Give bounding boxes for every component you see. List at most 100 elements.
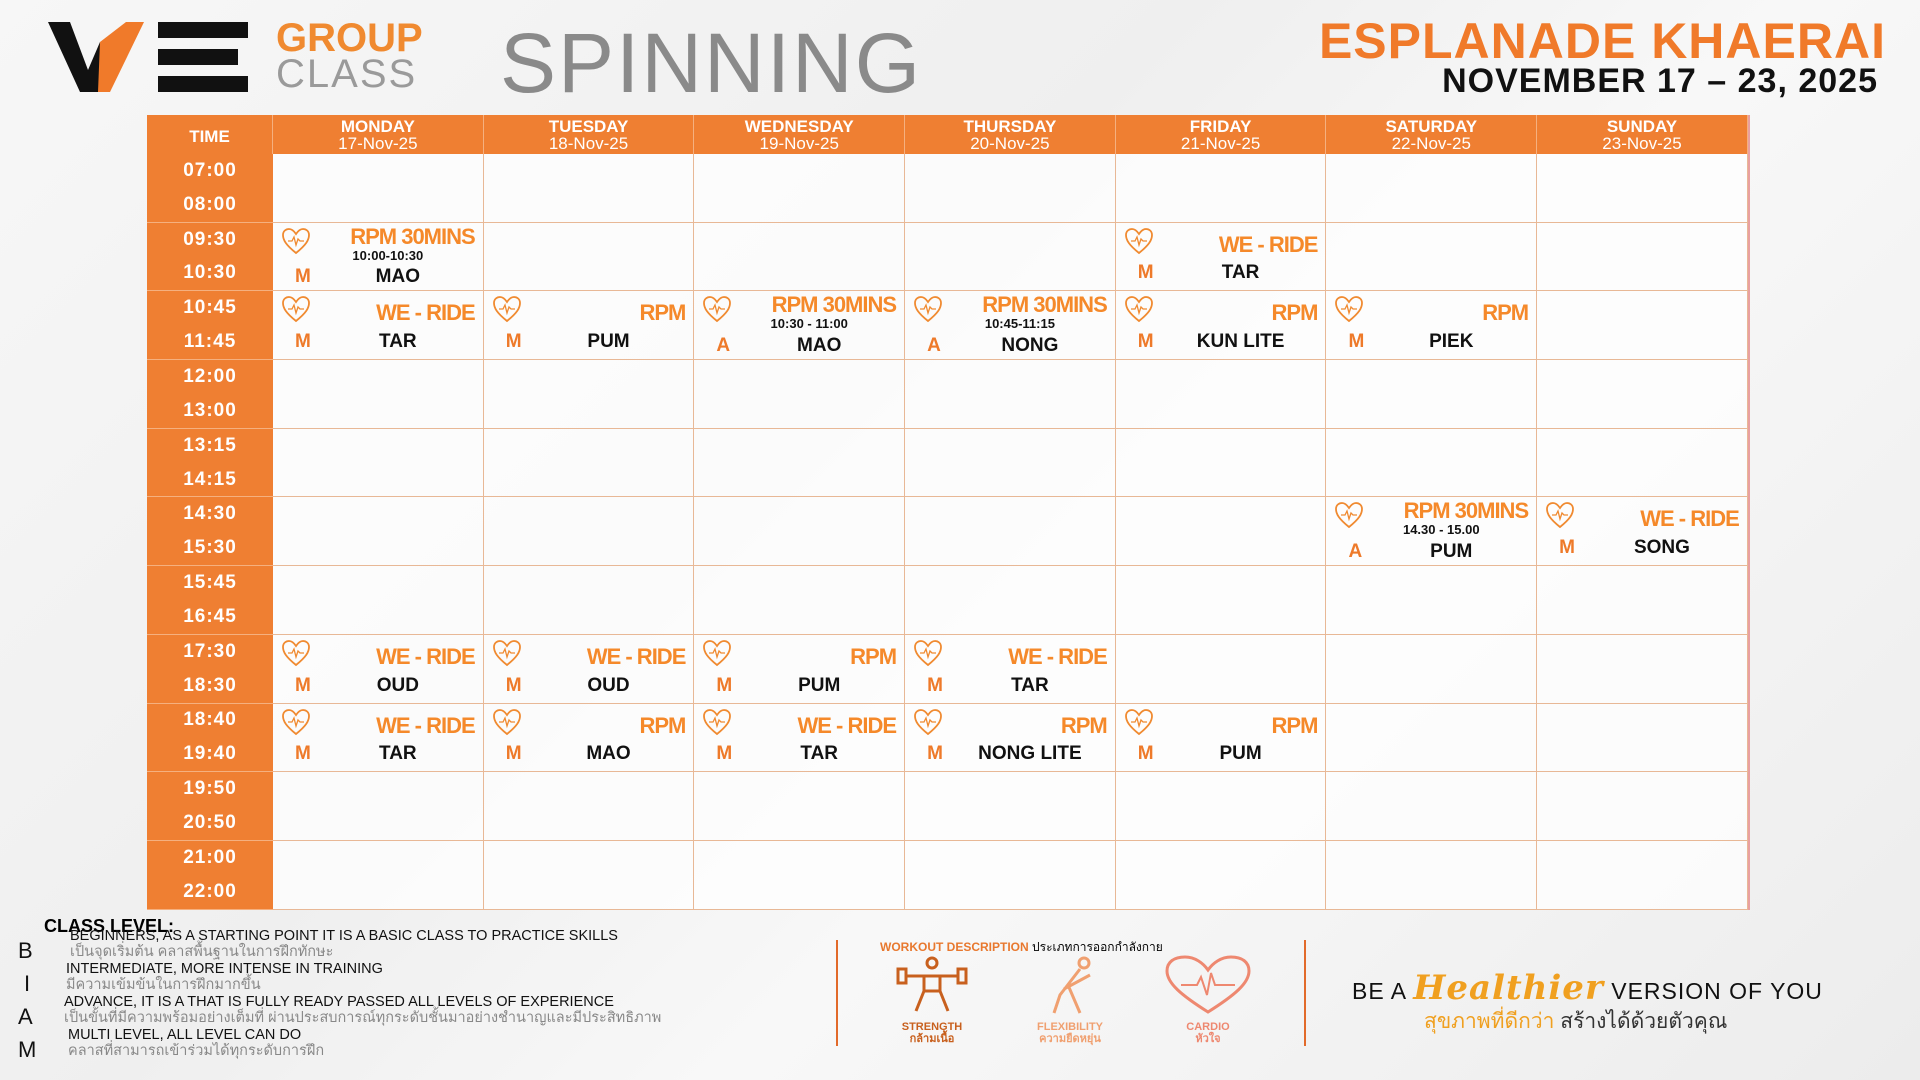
class-cell[interactable]: RPM M PUM (1115, 703, 1327, 773)
class-cell[interactable]: WE - RIDE M TAR (273, 703, 484, 773)
divider (1304, 940, 1306, 1046)
workout-type-strength: STRENGTH กล้ามเนื้อ (882, 955, 982, 1045)
class-name: WE - RIDE (797, 712, 898, 738)
class-level: M (1137, 262, 1154, 284)
trainer-name: TAR (1221, 262, 1260, 284)
class-cell[interactable]: RPM M PIEK (1326, 291, 1538, 361)
cardio-heart-icon (702, 708, 732, 736)
empty-cell (1537, 703, 1748, 773)
class-level: M (927, 743, 943, 765)
trainer-name: PUM (798, 674, 841, 696)
class-name: WE - RIDE (586, 643, 687, 669)
class-name: WE - RIDE (1218, 231, 1319, 257)
time-slot: 07:00 08:00 (147, 154, 273, 223)
class-level: M (295, 674, 311, 696)
class-name: RPM (639, 712, 686, 738)
time-slot: 21:00 22:00 (147, 840, 273, 910)
class-level: M (505, 331, 522, 353)
class-level: A (927, 335, 941, 357)
stretching-icon (1020, 955, 1120, 1015)
time-start: 19:50 (183, 778, 237, 800)
empty-cell (1326, 154, 1538, 223)
workout-type-cardio: CARDIO หัวใจ (1158, 955, 1258, 1045)
class-cell[interactable]: RPM M PUM (483, 291, 695, 361)
class-name: WE - RIDE (1008, 643, 1108, 669)
time-start: 17:30 (183, 640, 237, 662)
schedule-table: TIME MONDAY 17-Nov-25 TUESDAY 18-Nov-25 WEDNE… (147, 115, 1750, 910)
time-end: 11:45 (183, 331, 237, 353)
trainer-name: TAR (379, 743, 417, 765)
level-th: มีความเข้มข้นในการฝึกมากขึ้น (66, 977, 261, 993)
class-cell[interactable]: WE - RIDE M TAR (905, 634, 1116, 704)
day-date: 20-Nov-25 (970, 134, 1050, 153)
class-cell[interactable]: WE - RIDE M TAR (694, 703, 906, 773)
time-start: 07:00 (183, 159, 237, 181)
trainer-name: MAO (797, 335, 842, 357)
empty-cell (273, 497, 484, 567)
level-th: คลาสที่สามารถเข้าร่วมได้ทุกระดับการฝึก (68, 1043, 325, 1059)
heartbeat-icon (1158, 955, 1258, 1015)
class-cell[interactable]: RPM M MAO (483, 703, 695, 773)
empty-cell (694, 497, 906, 567)
day-header-tuesday: TUESDAY 18-Nov-25 (483, 115, 695, 154)
day-date: 23-Nov-25 (1602, 134, 1682, 153)
class-cell[interactable]: RPM 30MINS 10:45-11:15 A NONG (905, 291, 1116, 361)
empty-cell (1537, 360, 1748, 429)
empty-cell (1537, 154, 1748, 223)
day-header-wednesday: WEDNESDAY 19-Nov-25 (694, 115, 906, 154)
empty-cell (1326, 634, 1538, 704)
time-start: 13:15 (183, 434, 237, 456)
level-en: INTERMEDIATE, MORE INTENSE IN TRAINING (66, 961, 383, 977)
class-level: M (716, 674, 733, 696)
day-header-friday: FRIDAY 21-Nov-25 (1115, 115, 1327, 154)
day-name: SATURDAY (1385, 117, 1478, 136)
slogan-thai: สุขภาพที่ดีกว่า สร้างได้ด้วยตัวคุณ (1424, 1005, 1727, 1038)
class-cell[interactable]: WE - RIDE M OUD (273, 634, 484, 704)
workout-type-th: กล้ามเนื้อ (909, 1033, 955, 1045)
class-cell[interactable]: RPM M NONG LITE (905, 703, 1116, 773)
class-name: RPM (850, 643, 897, 669)
empty-cell (1326, 428, 1538, 498)
class-cell[interactable]: WE - RIDE M TAR (273, 291, 484, 361)
class-cell[interactable]: RPM 30MINS 14.30 - 15.00 A PUM (1326, 497, 1538, 567)
class-level: A (1348, 541, 1363, 563)
time-end: 15:30 (183, 537, 237, 559)
class-cell[interactable]: WE - RIDE M TAR (1115, 222, 1327, 292)
cardio-heart-icon (492, 295, 522, 323)
day-name: THURSDAY (963, 117, 1057, 136)
cardio-heart-icon (281, 295, 311, 323)
workout-description-title: WORKOUT DESCRIPTION ประเภทการออกกำลังกาย (880, 938, 1163, 957)
workout-type-th: ความยืดหยุ่น (1039, 1033, 1101, 1045)
trainer-name: KUN LITE (1196, 331, 1285, 353)
we-logo (48, 22, 248, 92)
class-cell[interactable]: RPM 30MINS 10:00-10:30 M MAO (273, 222, 484, 292)
class-cell[interactable]: WE - RIDE M SONG (1537, 497, 1748, 567)
time-slot: 15:45 16:45 (147, 566, 273, 635)
class-cell[interactable]: RPM M KUN LITE (1115, 291, 1327, 361)
cardio-heart-icon (913, 295, 943, 323)
trainer-name: PIEK (1429, 331, 1474, 353)
empty-cell (273, 360, 484, 429)
trainer-name: PUM (1430, 541, 1473, 563)
time-slot: 13:15 14:15 (147, 428, 273, 498)
empty-cell (483, 154, 695, 223)
class-cell[interactable]: RPM 30MINS 10:30 - 11:00 A MAO (694, 291, 906, 361)
cardio-heart-icon (913, 708, 943, 736)
slogan-th-rest: สร้างได้ด้วยตัวคุณ (1560, 1010, 1728, 1033)
class-level: A (716, 335, 731, 357)
group-class-logo: GROUP CLASS (276, 18, 423, 94)
trainer-name: OUD (587, 674, 630, 696)
trainer-name: TAR (1011, 674, 1049, 696)
empty-cell (483, 566, 695, 635)
class-name: RPM (1482, 300, 1529, 326)
empty-cell (694, 428, 906, 498)
class-level: M (295, 331, 311, 353)
empty-cell (1115, 566, 1327, 635)
level-en: MULTI LEVEL, ALL LEVEL CAN DO (68, 1027, 302, 1043)
workout-type-flexibility: FLEXIBILITY ความยืดหยุ่น (1020, 955, 1120, 1045)
class-cell[interactable]: WE - RIDE M OUD (483, 634, 695, 704)
cardio-heart-icon (1124, 708, 1154, 736)
empty-cell (483, 772, 695, 841)
time-end: 16:45 (183, 605, 237, 627)
class-cell[interactable]: RPM M PUM (694, 634, 906, 704)
